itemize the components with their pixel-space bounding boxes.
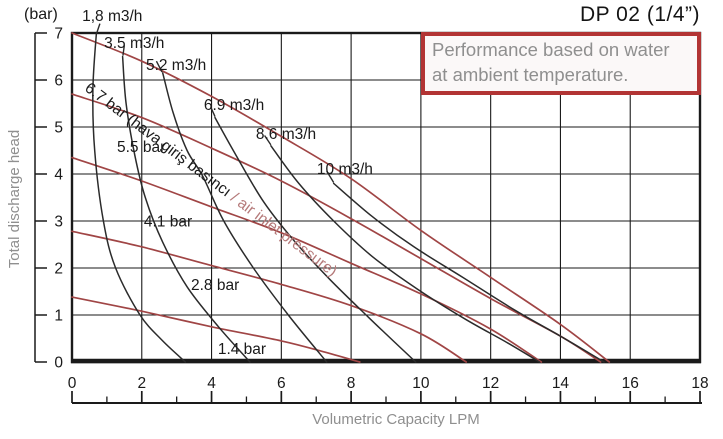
curve-c69 — [214, 116, 417, 363]
curve-c35 — [121, 55, 251, 363]
note-box: Performance based on water at ambient te… — [421, 32, 701, 95]
y-tick-label: 6 — [54, 73, 63, 90]
x-tick-label: 18 — [691, 375, 708, 392]
y-axis-title: Total discharge head — [6, 129, 23, 269]
curve-label-p14: 1.4 bar — [218, 341, 266, 358]
y-axis-unit-label: (bar) — [24, 6, 58, 23]
label-leader-5 — [326, 170, 335, 183]
curve-label-c18: 1,8 m3/h — [82, 8, 142, 25]
note-line-2: at ambient temperature. — [432, 63, 629, 85]
x-tick-label: 0 — [68, 375, 77, 392]
label-leader-1 — [122, 45, 126, 56]
curve-c18 — [92, 32, 187, 363]
curve-label-p28: 2.8 bar — [191, 277, 239, 294]
y-tick-label: 3 — [54, 214, 63, 231]
x-tick-label: 10 — [412, 375, 430, 392]
curve-p41 — [71, 156, 543, 363]
curve-c52 — [161, 72, 328, 363]
y-tick-label: 5 — [54, 120, 63, 137]
curve-p14 — [71, 296, 361, 363]
label-leader-3 — [210, 106, 216, 117]
note-line-1: Performance based on water — [432, 39, 670, 60]
x-tick-label: 4 — [207, 375, 216, 392]
x-tick-label: 16 — [622, 375, 639, 392]
curve-label-c86: 8.6 m3/h — [256, 126, 316, 143]
y-tick-label: 4 — [54, 167, 63, 184]
x-tick-label: 8 — [347, 375, 356, 392]
curve-label-p55: 5.5 bar — [117, 139, 165, 156]
curve-p28 — [71, 230, 468, 363]
curve-label-p41: 4.1 bar — [144, 214, 192, 231]
y-tick-label: 2 — [54, 261, 63, 278]
x-tick-label: 12 — [482, 375, 499, 392]
label-leader-0 — [95, 23, 101, 35]
chart-title: DP 02 (1/4”) — [580, 3, 700, 26]
x-tick-label: 6 — [277, 375, 286, 392]
curve-c86 — [270, 145, 541, 363]
curve-label-c100: 10 m3/h — [317, 161, 373, 178]
x-tick-label: 14 — [552, 375, 570, 392]
x-axis-title: Volumetric Capacity LPM — [312, 411, 480, 428]
curve-p67 — [71, 32, 611, 363]
y-tick-label: 0 — [54, 355, 63, 372]
curve-label-c69: 6.9 m3/h — [204, 97, 264, 114]
label-leader-2 — [155, 60, 163, 73]
y-tick-label: 1 — [54, 308, 63, 325]
label-leader-4 — [264, 135, 272, 146]
y-tick-label: 7 — [54, 26, 63, 43]
x-tick-label: 2 — [137, 375, 146, 392]
curve-label-c35: 3.5 m3/h — [104, 35, 164, 52]
curve-label-c52: 5.2 m3/h — [146, 57, 206, 74]
curve-c100 — [332, 182, 605, 363]
